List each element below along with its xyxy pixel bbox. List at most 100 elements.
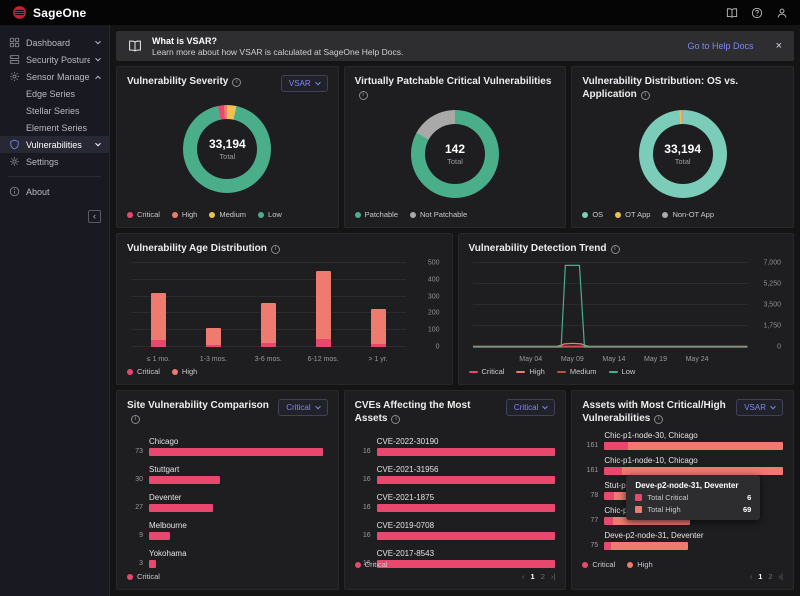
user-icon[interactable]: [776, 7, 788, 19]
sidebar-collapse-button[interactable]: ‹: [88, 210, 101, 223]
row-bar[interactable]: [149, 532, 171, 540]
legend-item-critical[interactable]: Critical: [127, 572, 160, 581]
pagination-page-1[interactable]: 1: [758, 572, 763, 581]
pagination-last[interactable]: ›|: [778, 572, 783, 581]
donut-chart[interactable]: 33,194 Total: [183, 105, 272, 193]
legend-item-high[interactable]: High: [171, 367, 197, 376]
legend-item-patchable[interactable]: Patchable: [354, 210, 398, 219]
vsar-dropdown[interactable]: VSAR: [736, 399, 783, 416]
pagination-page-1[interactable]: 1: [530, 572, 535, 581]
row-bar[interactable]: [149, 504, 214, 512]
donut-total-label: Total: [447, 156, 463, 166]
info-icon[interactable]: i: [131, 414, 140, 424]
legend-label: Critical: [137, 367, 160, 376]
sidebar-item-sensor-management[interactable]: Sensor Management: [0, 68, 109, 85]
row-bar[interactable]: [604, 467, 783, 475]
y-axis-label: 7,000: [763, 259, 781, 267]
donut-center: 33,194 Total: [652, 123, 713, 184]
legend-item-low[interactable]: Low: [608, 367, 635, 376]
info-icon[interactable]: i: [232, 77, 242, 87]
legend-label: Not Patchable: [420, 210, 468, 219]
vsar-dropdown[interactable]: VSAR: [280, 75, 328, 92]
detection-trend-chart: 0 1,750 3,500 5,250 7,000 May 04 May 09 May 14 M…: [469, 257, 784, 363]
pagination-prev[interactable]: ‹: [522, 572, 525, 581]
legend-item-low[interactable]: Low: [258, 210, 282, 219]
legend-item-medium[interactable]: Medium: [556, 367, 597, 376]
pagination-prev[interactable]: ‹: [749, 572, 753, 581]
legend-swatch: [582, 561, 589, 568]
row-label: CVE-2021-1875: [376, 493, 435, 502]
y-axis-label: 0: [777, 343, 781, 351]
panel-top-assets: Assets with Most Critical/High Vulnerabi…: [571, 390, 794, 590]
row-bar[interactable]: [376, 448, 556, 456]
close-icon[interactable]: ×: [775, 40, 782, 52]
legend-label: Critical: [364, 560, 388, 569]
stacked-bar: [370, 263, 386, 347]
topbar: SageOne: [0, 0, 800, 25]
pagination-page-2[interactable]: 2: [540, 572, 545, 581]
info-icon[interactable]: i: [391, 414, 401, 424]
trend-plot: [472, 262, 747, 347]
help-icon[interactable]: [751, 7, 763, 19]
info-icon[interactable]: i: [270, 244, 280, 254]
row-bar[interactable]: [376, 476, 556, 484]
sidebar-item-stellar-series[interactable]: Stellar Series: [0, 102, 109, 119]
legend-item-non-ot-app[interactable]: Non-OT App: [662, 210, 714, 219]
critical-swatch: [635, 494, 643, 501]
sidebar-item-security-posture[interactable]: Security Posture: [0, 51, 109, 68]
chart-row-chicago: 73 Chicago: [127, 437, 328, 456]
chart-row-deve-p2-node-31-deventer: 75 Deve-p2-node-31, Deventer: [582, 531, 783, 550]
row-bar[interactable]: [376, 504, 556, 512]
sidebar-item-vulnerabilities[interactable]: Vulnerabilities: [0, 136, 109, 153]
row-bar[interactable]: [376, 560, 556, 568]
sidebar-item-dashboard[interactable]: Dashboard: [0, 34, 109, 51]
pagination-page-2[interactable]: 2: [768, 572, 773, 581]
legend-label: High: [181, 210, 198, 219]
legend-item-critical[interactable]: Critical: [354, 560, 388, 569]
legend-item-high[interactable]: High: [516, 367, 545, 376]
legend-item-ot-app[interactable]: OT App: [615, 210, 650, 219]
info-icon[interactable]: i: [610, 244, 620, 254]
severity-filter-dropdown[interactable]: Critical: [505, 399, 556, 416]
row-bar[interactable]: [149, 476, 221, 484]
sidebar-item-label: Settings: [26, 156, 59, 167]
donut-chart[interactable]: 142 Total: [410, 109, 499, 198]
pagination-last[interactable]: ›|: [550, 572, 556, 581]
sidebar: Dashboard Security Posture Sensor Manageme…: [0, 25, 110, 596]
legend-item-critical[interactable]: Critical: [127, 367, 160, 376]
row-bar[interactable]: [149, 448, 323, 456]
legend-item-not-patchable[interactable]: Not Patchable: [410, 210, 467, 219]
donut-chart[interactable]: 33,194 Total: [638, 109, 727, 198]
row-bar[interactable]: [376, 532, 556, 540]
row-label: CVE-2022-30190: [376, 437, 439, 446]
info-icon[interactable]: i: [654, 414, 664, 424]
legend-item-critical[interactable]: Critical: [582, 560, 615, 569]
docs-icon[interactable]: [726, 7, 738, 19]
legend-item-critical[interactable]: Critical: [127, 210, 160, 219]
severity-filter-dropdown[interactable]: Critical: [278, 399, 328, 416]
high-segment: [315, 270, 331, 340]
go-to-help-docs-link[interactable]: Go to Help Docs: [687, 41, 754, 51]
row-value: 30: [135, 476, 143, 483]
sidebar-item-about[interactable]: About: [0, 183, 109, 200]
legend-item-high[interactable]: High: [627, 560, 653, 569]
severity-legend: Critical High Medium Low: [127, 206, 328, 219]
tooltip-row: Total High 69: [635, 505, 751, 514]
row-bar[interactable]: [149, 560, 157, 568]
row-bar[interactable]: [604, 517, 690, 525]
info-icon[interactable]: i: [640, 90, 650, 100]
sidebar-item-label: Element Series: [26, 122, 88, 133]
row-bar[interactable]: [604, 442, 783, 450]
sidebar-item-settings[interactable]: Settings: [0, 153, 109, 170]
legend-item-critical[interactable]: Critical: [468, 367, 504, 376]
row-bar[interactable]: [604, 542, 688, 550]
legend-item-os[interactable]: OS: [582, 210, 603, 219]
legend-item-high[interactable]: High: [171, 210, 198, 219]
sidebar-item-edge-series[interactable]: Edge Series: [0, 85, 109, 102]
donut-total-value: 33,194: [664, 141, 701, 156]
row-donuts: Vulnerability Severity i VSAR 33,194 Total…: [116, 66, 794, 228]
critical-segment: [315, 339, 331, 347]
sidebar-item-element-series[interactable]: Element Series: [0, 119, 109, 136]
info-icon[interactable]: i: [358, 90, 368, 100]
legend-item-medium[interactable]: Medium: [209, 210, 246, 219]
